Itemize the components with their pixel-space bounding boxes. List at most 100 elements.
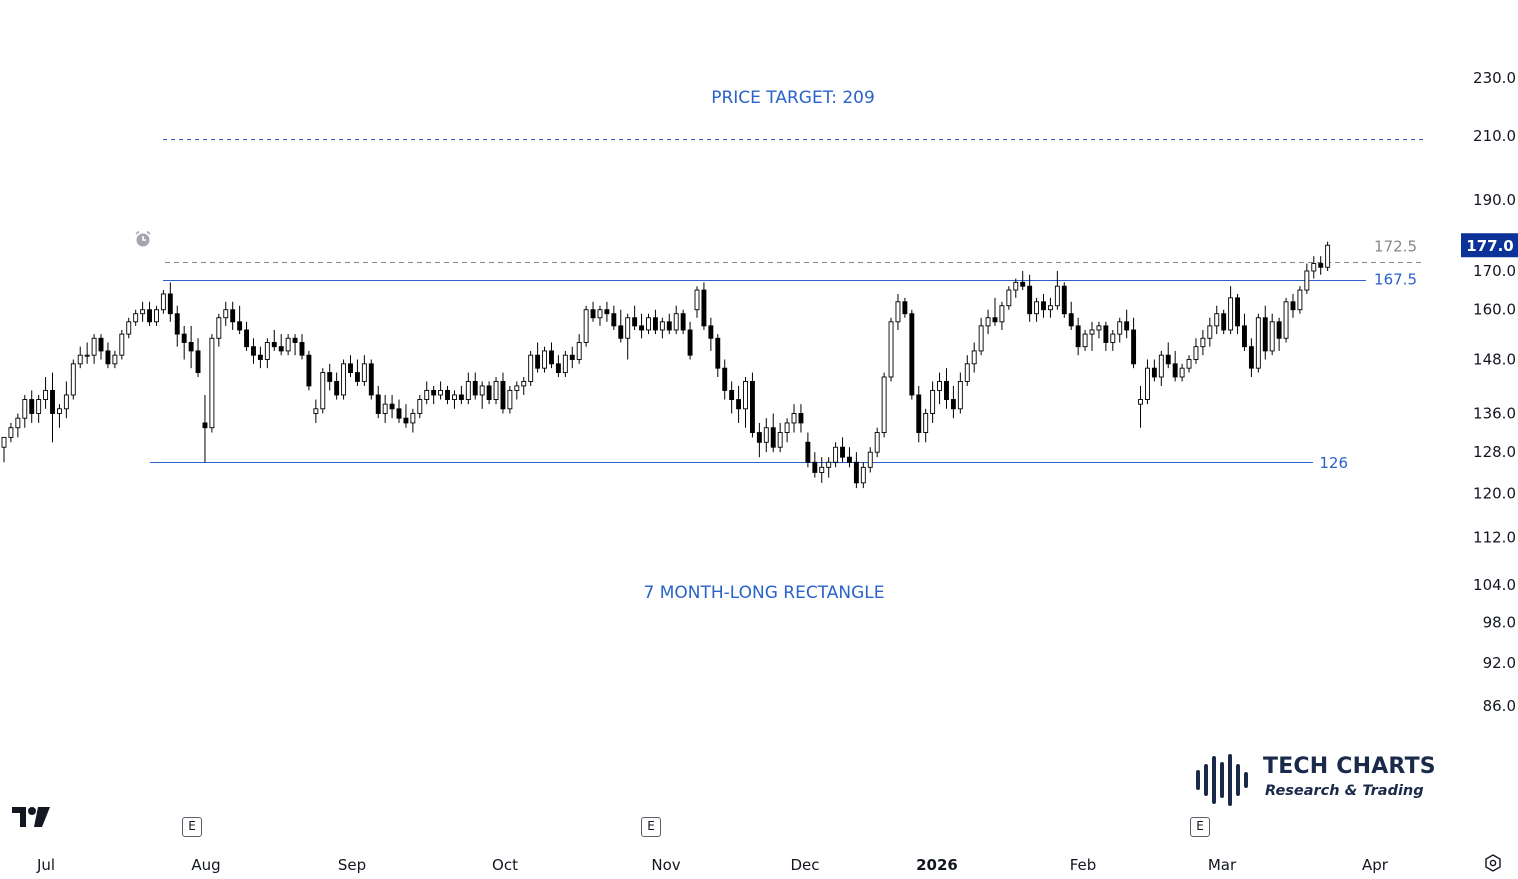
- candle-body: [514, 385, 520, 391]
- settings-icon[interactable]: [1484, 854, 1502, 872]
- candle: [472, 372, 478, 400]
- candle-body: [694, 289, 700, 311]
- tradingview-logo-icon[interactable]: [12, 805, 52, 831]
- candle: [327, 363, 333, 391]
- candle-body: [978, 325, 984, 352]
- candle: [715, 334, 721, 377]
- candle: [56, 404, 62, 428]
- candle: [1103, 321, 1109, 351]
- candle: [1193, 338, 1199, 364]
- tech-charts-logo: TECH CHARTS Research & Trading: [1193, 754, 1436, 806]
- candle: [292, 334, 298, 356]
- candle: [722, 359, 728, 400]
- candle-body: [569, 354, 575, 360]
- candle: [1061, 282, 1067, 318]
- candle-body: [1262, 317, 1268, 352]
- candle: [1235, 293, 1240, 335]
- candle-body: [604, 309, 610, 315]
- earnings-marker-mar[interactable]: E: [1190, 817, 1210, 837]
- candle-body: [923, 413, 929, 433]
- candle: [909, 309, 915, 400]
- candle: [1172, 350, 1178, 382]
- candle-body: [1006, 289, 1012, 307]
- candle-body: [29, 399, 35, 414]
- candle: [680, 309, 686, 335]
- candle-body: [971, 350, 977, 365]
- candle: [1013, 278, 1019, 298]
- candle-body: [549, 350, 554, 365]
- candle: [1304, 263, 1310, 294]
- candle-body: [1193, 346, 1199, 360]
- y-tick-label: 98.0: [1483, 614, 1516, 632]
- candle: [1158, 350, 1164, 386]
- candle: [223, 301, 229, 326]
- candle: [902, 297, 908, 318]
- candle-body: [521, 380, 527, 387]
- y-tick-label: 86.0: [1483, 697, 1516, 715]
- candle-body: [902, 301, 908, 315]
- candle-body: [555, 363, 561, 374]
- candle: [1047, 297, 1053, 318]
- candle: [438, 381, 444, 400]
- candle: [244, 321, 250, 351]
- candle-body: [1248, 346, 1254, 369]
- candle: [257, 346, 263, 369]
- candle-body: [1075, 325, 1081, 348]
- candle: [1006, 286, 1012, 310]
- candle-body: [84, 354, 90, 357]
- candle-body: [1047, 305, 1053, 311]
- candle: [708, 317, 714, 351]
- candle-body: [382, 403, 388, 414]
- candle-body: [91, 337, 97, 356]
- earnings-marker-aug[interactable]: E: [182, 817, 202, 837]
- candle-body: [396, 408, 402, 419]
- candle-body: [840, 446, 845, 458]
- price-target-annotation: PRICE TARGET: 209: [711, 88, 875, 108]
- candle: [306, 350, 312, 391]
- candle-body: [458, 394, 464, 400]
- candle: [452, 390, 457, 409]
- candle-body: [1158, 354, 1164, 378]
- candle: [334, 372, 340, 400]
- candle: [1262, 305, 1268, 360]
- candle: [126, 317, 132, 339]
- candle-body: [1179, 367, 1185, 378]
- candle: [486, 381, 492, 405]
- candle-body: [15, 417, 21, 429]
- candle: [181, 325, 187, 360]
- candle: [1034, 297, 1040, 322]
- alarm-clock-icon[interactable]: [134, 230, 152, 248]
- time-axis[interactable]: Jul Aug Sep Oct Nov Dec 2026 Feb Mar Apr: [36, 856, 1389, 874]
- candle-body: [1068, 313, 1074, 327]
- candle: [923, 408, 929, 443]
- candle-body: [639, 325, 645, 331]
- earnings-marker-nov[interactable]: E: [641, 817, 661, 837]
- candle: [396, 399, 402, 423]
- candle-body: [1103, 325, 1109, 343]
- candle-body: [1089, 329, 1095, 335]
- price-axis[interactable]: 230.0 210.0 190.0 170.0 160.0 148.0 136.0 128.0…: [1461, 69, 1518, 715]
- candle-body: [1082, 333, 1088, 348]
- candle: [271, 329, 277, 351]
- candle-body: [590, 309, 596, 319]
- candle: [174, 305, 180, 347]
- candle: [1075, 317, 1081, 356]
- candle-body: [431, 389, 437, 396]
- candle: [43, 376, 49, 409]
- candle: [1124, 309, 1130, 339]
- candle-body: [528, 354, 534, 382]
- candle-body: [805, 441, 811, 463]
- candle: [549, 342, 554, 369]
- candle-body: [763, 427, 769, 443]
- candle-body: [583, 309, 589, 343]
- candle: [930, 381, 936, 423]
- candle: [1228, 286, 1234, 335]
- candle-body: [410, 413, 416, 424]
- y-tick-label: 148.0: [1473, 350, 1516, 368]
- candle-body: [195, 350, 201, 374]
- candle-body: [452, 394, 457, 400]
- y-tick-label: 120.0: [1473, 484, 1516, 502]
- support-value-label: 126: [1319, 454, 1348, 472]
- candle-body: [251, 346, 256, 356]
